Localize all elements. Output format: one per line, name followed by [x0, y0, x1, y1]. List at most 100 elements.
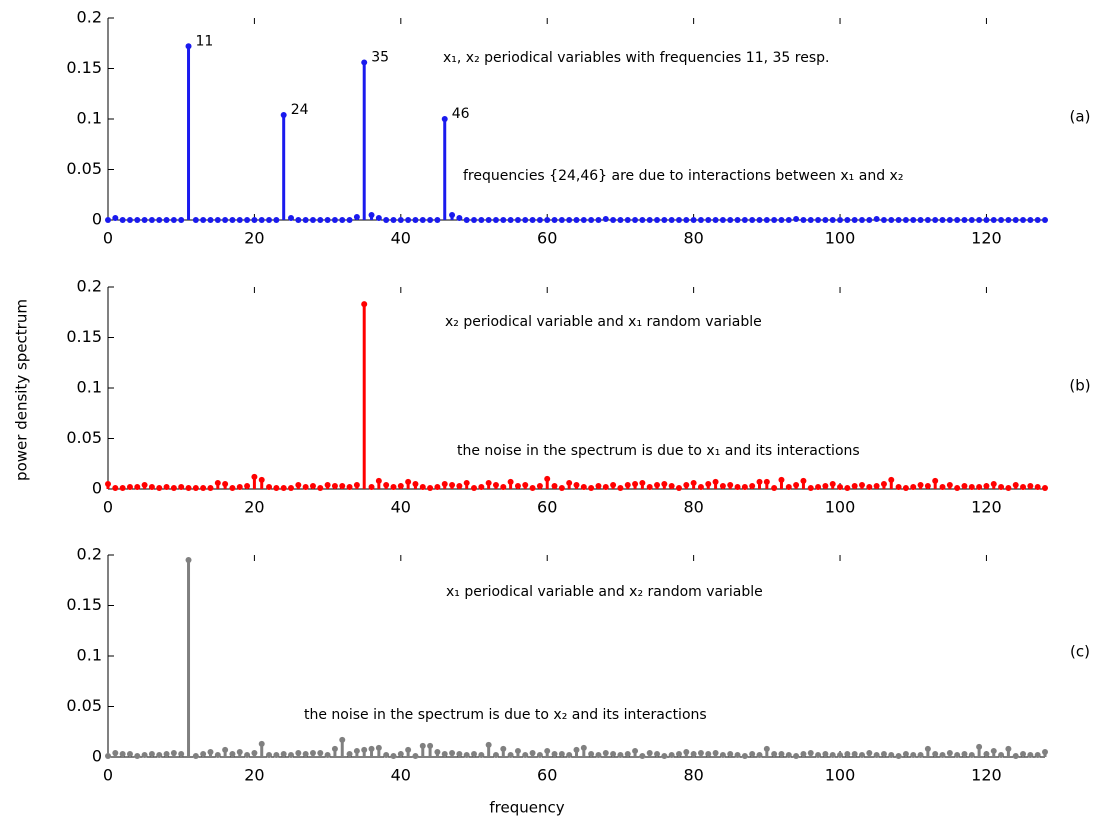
x-tick-label: 120 — [971, 229, 1002, 248]
x-tick-label: 40 — [391, 766, 411, 785]
stem-marker — [141, 751, 148, 758]
stem-marker — [734, 751, 741, 758]
stem-marker — [895, 752, 902, 759]
x-tick-label: 120 — [971, 498, 1002, 517]
stem-marker — [507, 751, 514, 758]
stem-marker — [353, 747, 360, 754]
stem-marker — [1012, 217, 1019, 223]
stem-marker — [807, 749, 814, 756]
stem-marker — [595, 217, 602, 223]
stem-marker — [983, 482, 990, 489]
stem-marker — [551, 482, 558, 489]
stem-marker — [1005, 484, 1012, 491]
stem-marker — [368, 211, 375, 218]
stem-marker — [815, 217, 822, 223]
stem-marker — [200, 217, 207, 223]
stem-marker — [514, 217, 521, 223]
stem-marker — [1042, 748, 1048, 755]
stem-marker — [266, 751, 273, 758]
stem-marker — [280, 111, 287, 118]
peak-label: 24 — [291, 102, 309, 118]
stem-marker — [873, 215, 880, 222]
stem-marker — [258, 217, 265, 223]
x-tick-label: 60 — [537, 229, 557, 248]
stem-marker — [771, 217, 778, 223]
x-tick-label: 80 — [683, 229, 703, 248]
stem-marker — [178, 217, 185, 223]
stem-marker — [954, 217, 961, 223]
y-tick-label: 0.2 — [77, 8, 102, 27]
stem-marker — [756, 217, 763, 223]
stem-marker — [588, 484, 595, 491]
stem-marker — [324, 481, 331, 488]
stem-marker — [207, 217, 214, 223]
stem-marker — [624, 217, 631, 223]
panel: 0 0.05 0.1 0.15 0.2 0 20 40 60 80 100 120 (c) x₁ peri… — [66, 545, 1090, 785]
stem-marker — [910, 751, 917, 758]
stem-marker — [661, 217, 668, 223]
stem-marker — [500, 217, 507, 223]
stem-marker — [434, 217, 441, 223]
stem-marker — [192, 217, 199, 223]
stem-marker — [1034, 483, 1041, 490]
x-tick-label: 100 — [825, 229, 856, 248]
stem-marker — [873, 482, 880, 489]
stem-marker — [880, 217, 887, 223]
stem-marker — [829, 480, 836, 487]
stem-marker — [390, 217, 397, 223]
stem-marker — [522, 481, 529, 488]
stem-marker — [507, 217, 514, 223]
stem-marker — [602, 215, 609, 222]
stem-marker — [668, 217, 675, 223]
stem-marker — [302, 217, 309, 223]
x-tick-label: 100 — [825, 498, 856, 517]
stem-marker — [910, 483, 917, 490]
stem-marker — [851, 750, 858, 757]
stem-marker — [573, 217, 580, 223]
stem-marker — [924, 745, 931, 752]
stem-marker — [983, 217, 990, 223]
stem-marker — [456, 214, 463, 221]
stem-marker — [331, 482, 338, 489]
stem-marker — [485, 217, 492, 223]
stem-marker — [105, 217, 111, 223]
stem-marker — [514, 747, 521, 754]
stem-marker — [566, 751, 573, 758]
stem-marker — [727, 217, 734, 223]
stem-marker — [1012, 752, 1019, 759]
stem-marker — [924, 482, 931, 489]
stem-marker — [375, 477, 382, 484]
stem-marker — [449, 211, 456, 218]
x-tick-label: 60 — [537, 766, 557, 785]
stem-marker — [185, 43, 192, 50]
stem-marker — [222, 480, 229, 487]
stem-marker — [134, 217, 141, 223]
stem-marker — [492, 751, 499, 758]
panel-label: (b) — [1069, 377, 1090, 395]
x-tick-label: 80 — [683, 498, 703, 517]
stem-marker — [295, 749, 302, 756]
stem-marker — [800, 477, 807, 484]
panel-label: (a) — [1070, 108, 1091, 126]
stem-marker — [946, 481, 953, 488]
stem-marker — [932, 477, 939, 484]
stem-marker — [288, 214, 295, 221]
stem-marker — [229, 217, 236, 223]
annotation: x₁, x₂ periodical variables with frequen… — [443, 50, 829, 66]
stem-marker — [1020, 750, 1027, 757]
stem-marker — [244, 482, 251, 489]
stem-marker — [961, 482, 968, 489]
stem-marker — [105, 752, 111, 759]
stem-marker — [778, 750, 785, 757]
stem-marker — [324, 751, 331, 758]
stem-marker — [580, 217, 587, 223]
panel: 0 0.05 0.1 0.15 0.2 0 20 40 60 80 100 120 (b) x₂ peri… — [66, 277, 1090, 517]
stem-marker — [939, 751, 946, 758]
stem-marker — [719, 482, 726, 489]
stem-marker — [112, 749, 119, 756]
stem-marker — [1005, 217, 1012, 223]
stem-marker — [141, 217, 148, 223]
annotation: frequencies {24,46} are due to interacti… — [463, 168, 903, 184]
stem-marker — [756, 751, 763, 758]
